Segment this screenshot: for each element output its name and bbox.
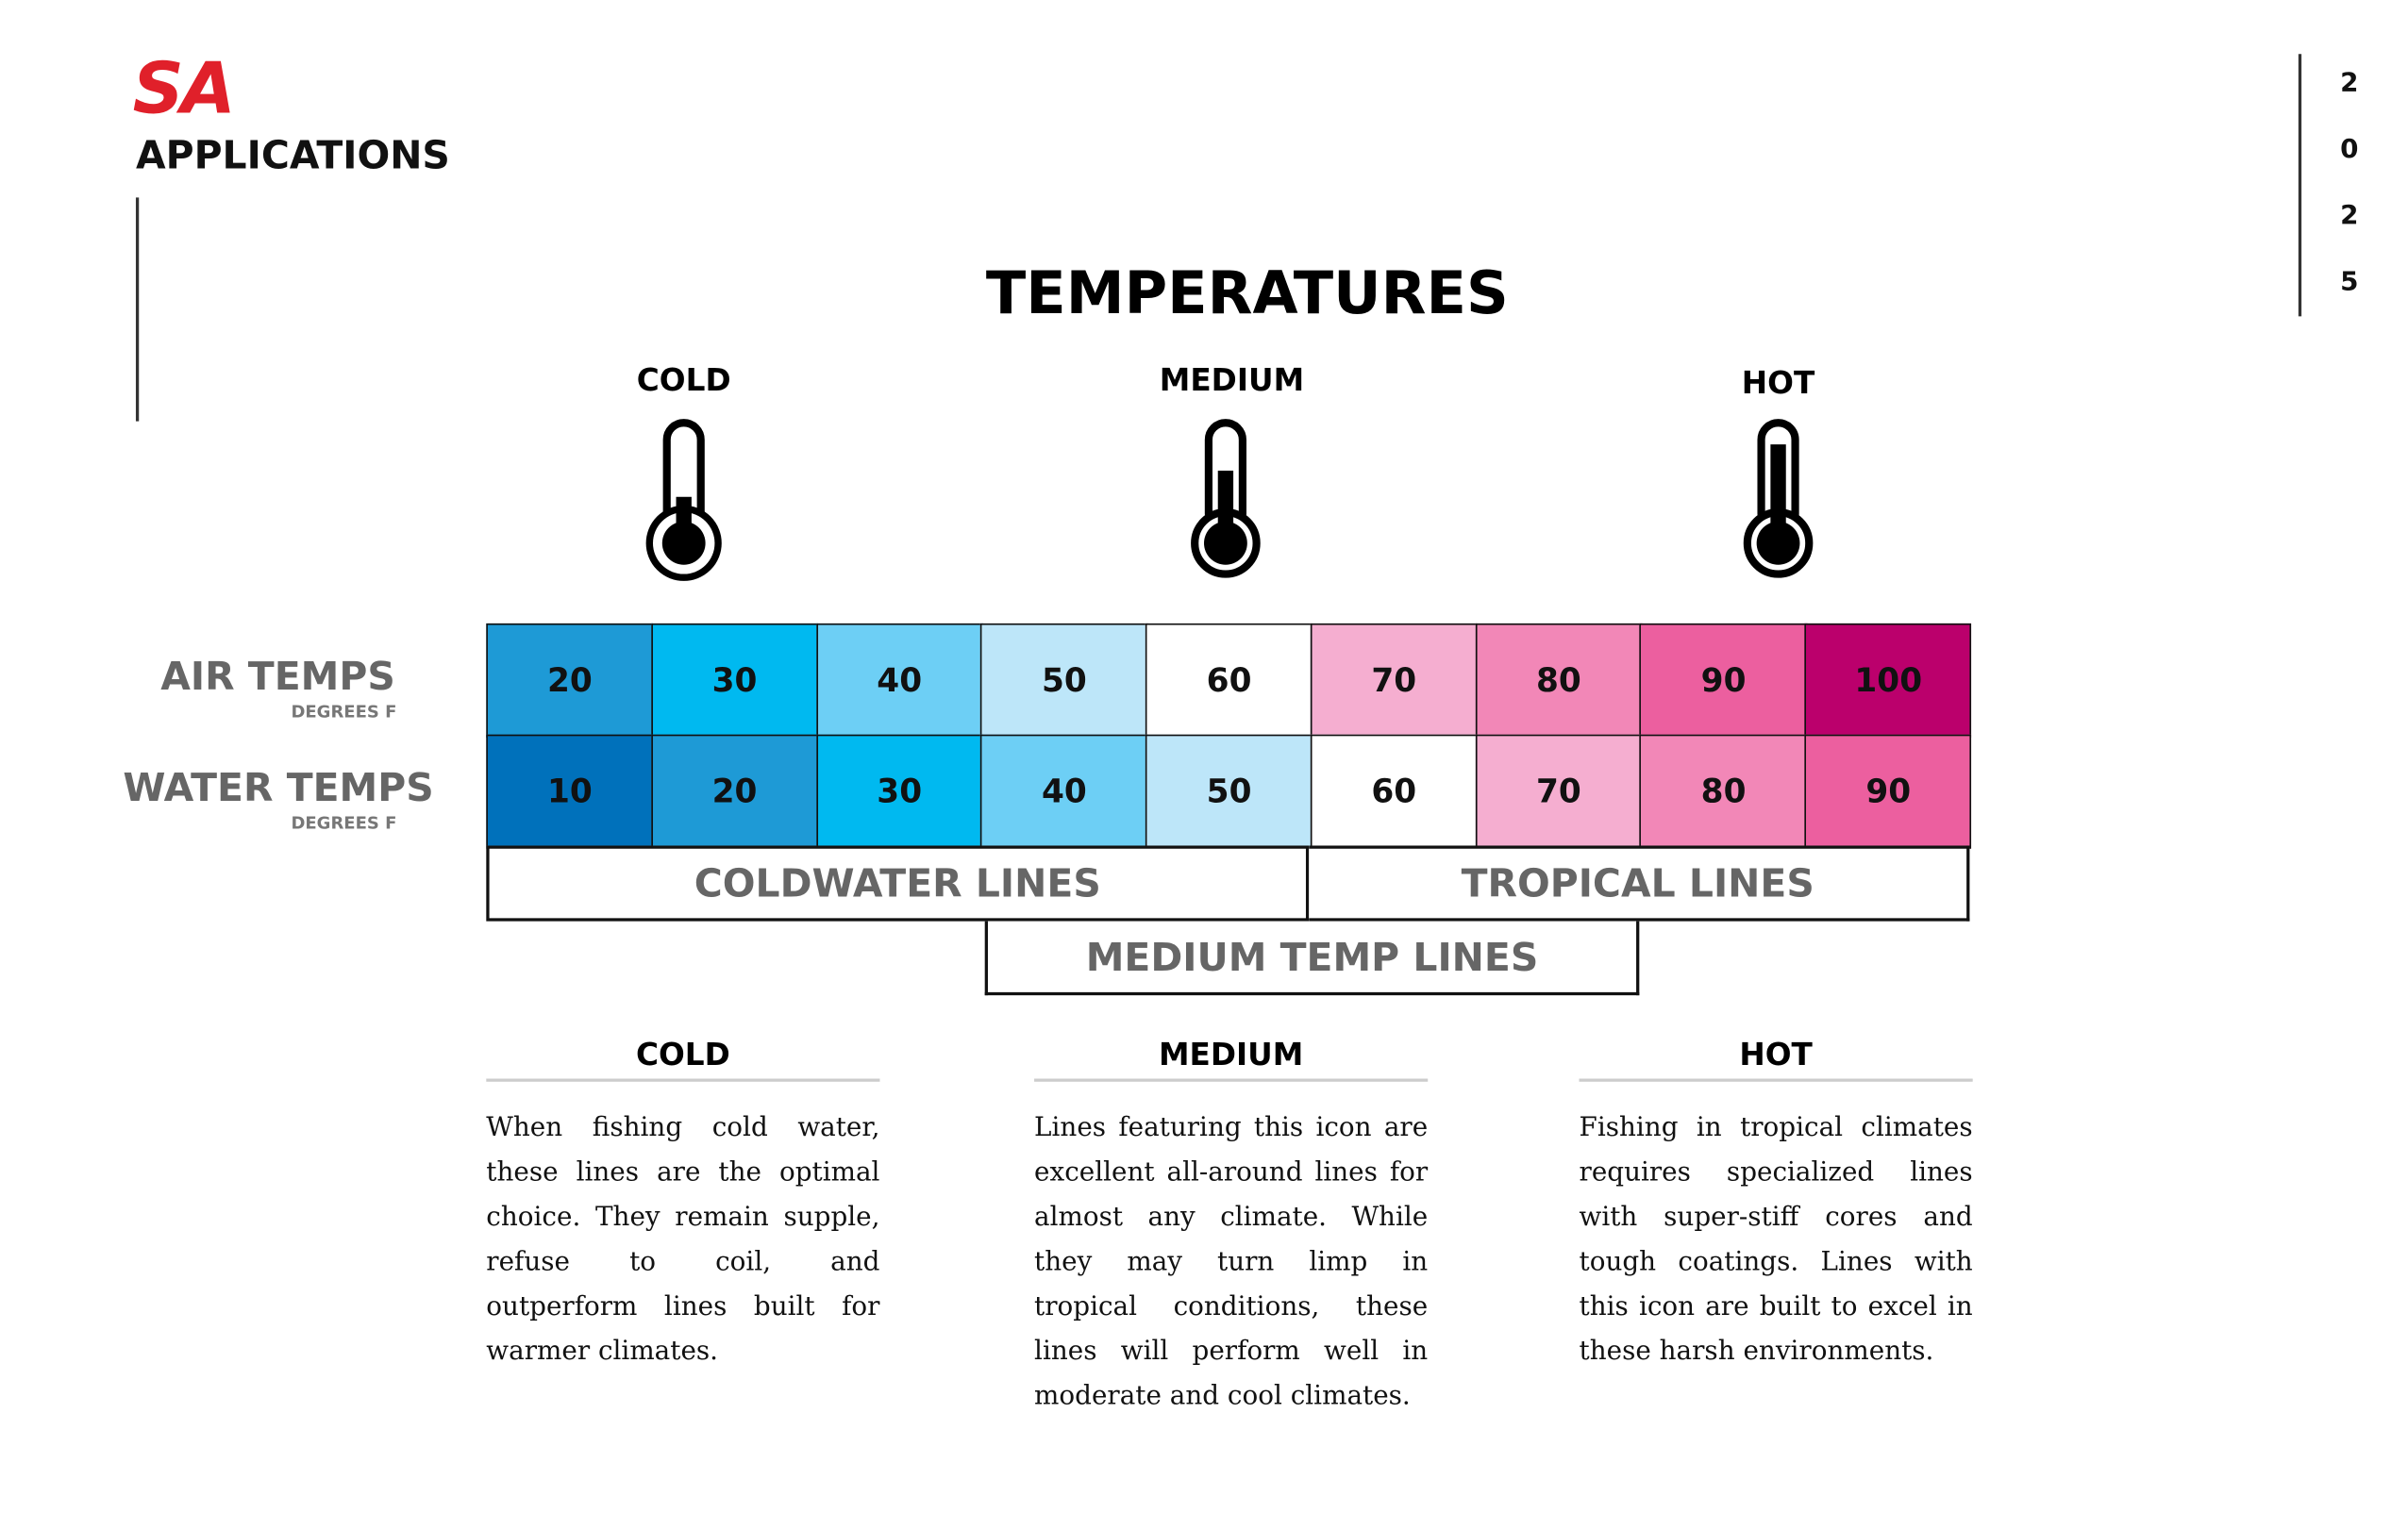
row-unit: DEGREES F (291, 813, 397, 834)
description-heading: HOT (1579, 1036, 1973, 1082)
temp-cell: 40 (815, 623, 983, 738)
thermometer-cold (645, 419, 722, 581)
temp-cell: 80 (1640, 734, 1808, 848)
row-label: AIR TEMPS (160, 654, 395, 700)
temp-cell: 70 (1310, 623, 1478, 738)
thermometer-hot (1743, 419, 1814, 578)
divider (135, 197, 140, 422)
temp-cell: 70 (1475, 734, 1643, 848)
temp-cell: 60 (1310, 734, 1478, 848)
description-text: Fishing in tropical climates requires sp… (1579, 1112, 1973, 1368)
level-label: HOT (1741, 364, 1815, 402)
year-digit: 0 (2340, 134, 2359, 166)
row-unit: DEGREES F (291, 702, 397, 723)
temp-cell: 80 (1475, 623, 1643, 738)
temp-cell: 50 (1145, 734, 1313, 848)
logo: SA (132, 46, 236, 130)
description-text: Lines featuring this icon are excellent … (1034, 1112, 1429, 1412)
line-band: COLDWATER LINES (486, 845, 1310, 922)
section-title: APPLICATIONS (135, 132, 450, 178)
temp-cell: 90 (1640, 623, 1808, 738)
page-title: TEMPERATURES (985, 258, 1509, 327)
temp-cell: 100 (1804, 623, 1972, 738)
description-text: When fishing cold water, these lines are… (486, 1112, 880, 1368)
line-band: MEDIUM TEMP LINES (984, 921, 1640, 996)
level-label: COLD (636, 360, 731, 399)
row-label: WATER TEMPS (123, 765, 434, 810)
year-digit: 2 (2340, 200, 2359, 232)
level-label: MEDIUM (1159, 360, 1305, 399)
temp-cell: 30 (650, 623, 819, 738)
description-heading: COLD (486, 1036, 880, 1082)
divider (2298, 54, 2302, 317)
line-band: TROPICAL LINES (1309, 845, 1970, 922)
temp-cell: 20 (650, 734, 819, 848)
thermometer-medium (1191, 419, 1261, 578)
thermometers (645, 419, 1814, 581)
temp-cell: 60 (1145, 623, 1313, 738)
temp-cell: 30 (815, 734, 983, 848)
temp-cell: 10 (486, 734, 654, 848)
year-digit: 5 (2340, 267, 2359, 298)
temp-cell: 90 (1804, 734, 1972, 848)
temp-cell: 20 (486, 623, 654, 738)
temp-cell: 40 (980, 734, 1148, 848)
year-digit: 2 (2340, 67, 2359, 99)
temp-cell: 50 (980, 623, 1148, 738)
description-heading: MEDIUM (1034, 1036, 1429, 1082)
